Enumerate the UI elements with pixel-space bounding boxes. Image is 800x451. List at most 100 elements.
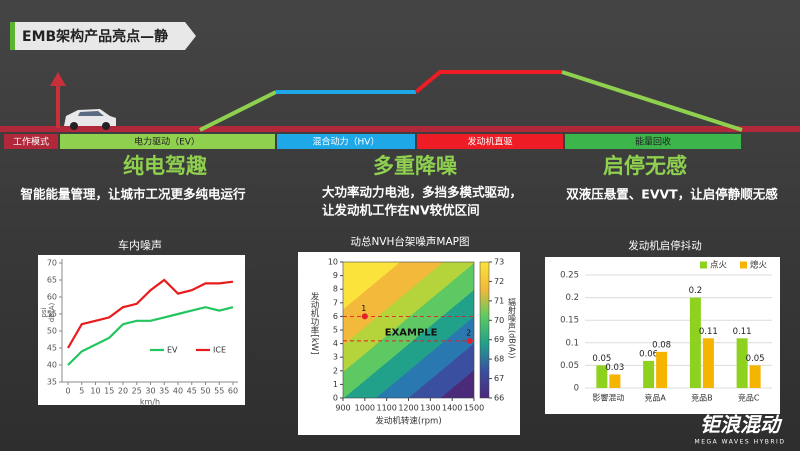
highlight-text: 智能能量管理，让城市工况更多纯电运行: [19, 187, 246, 202]
y-tick-label: 35: [47, 378, 57, 387]
value-label: 0.11: [699, 327, 718, 337]
highlight-heading: 多重降噪: [373, 154, 458, 178]
y-tick-label: 4: [333, 339, 338, 348]
x-tick-label: 1500: [464, 404, 484, 413]
x-tick-label: 1000: [355, 404, 375, 413]
value-label: 0.08: [652, 340, 671, 350]
colorbar-label: 辐射噪声(dB(A)): [508, 297, 517, 358]
mode-box: [277, 134, 415, 149]
value-label: 0.06: [639, 349, 658, 359]
y-tick-label: 45: [47, 344, 57, 353]
x-tick-label: 1100: [376, 404, 396, 413]
colorbar-tick-label: 66: [494, 394, 504, 403]
bar: [596, 365, 608, 388]
panel: [38, 255, 245, 405]
chart-title: 发动机启停抖动: [628, 239, 702, 252]
y-tick-label: 10: [328, 258, 338, 267]
point: [361, 313, 368, 320]
value-label: 0.05: [746, 354, 765, 364]
car: [64, 109, 116, 130]
x-tick-label: 1400: [442, 404, 462, 413]
highlight-text: 大功率动力电池，多挡多模式驱动，: [322, 185, 522, 200]
mode-label: 工作模式: [13, 136, 49, 148]
value-label: 0.2: [689, 286, 703, 296]
colorbar-tick-label: 69: [494, 335, 504, 344]
mode-text: 混合动力（HV）: [313, 136, 380, 148]
highlight-heading: 启停无感: [603, 154, 687, 178]
value-label: 0.05: [592, 354, 611, 364]
mode-label-box: [4, 134, 58, 149]
title-accent: [10, 22, 15, 50]
x-tick-label: 0: [65, 387, 70, 396]
y-tick-label: 1: [333, 380, 338, 389]
legend-swatch: [700, 261, 707, 269]
y-tick-label: 8: [333, 285, 338, 294]
x-tick-label: 25: [132, 387, 142, 396]
x-tick-label: 55: [214, 387, 224, 396]
x-tick-label: 1200: [398, 404, 418, 413]
x-tick-label: 20: [118, 387, 128, 396]
chart-title: 动总NVH台架噪声MAP图: [350, 235, 469, 248]
highlight-text: 双液压悬置、EVVT，让启停静顺无感: [565, 187, 778, 202]
y-tick-label: 0.05: [560, 361, 579, 371]
y-tick-label: 0.15: [560, 316, 579, 326]
point-label: 1: [361, 304, 366, 313]
colorbar-tick-label: 68: [494, 355, 504, 364]
x-tick-label: 40: [173, 387, 183, 396]
colorbar-tick-label: 67: [494, 374, 504, 383]
arrow-head: [50, 72, 66, 86]
y-tick-label: 0: [574, 384, 579, 394]
x-tick-label: 30: [145, 387, 155, 396]
mode-box: [60, 134, 275, 149]
x-axis-label: 发动机转速(rpm): [375, 416, 441, 427]
x-tick-label: 45: [187, 387, 197, 396]
x-tick-label: 5: [79, 387, 84, 396]
highlight-text: 让发动机工作在NV较优区间: [322, 203, 480, 218]
y-axis-label: 发动机功率[kW]: [309, 291, 319, 354]
colorbar-tick-label: 73: [494, 258, 504, 267]
x-tick-label: 竞品C: [738, 393, 760, 403]
chart-title: 车内噪声: [118, 238, 162, 252]
mode-box: [565, 134, 741, 149]
map-field: [342, 261, 475, 399]
profile-engine: [414, 70, 562, 94]
logo-tagline: MEGA WAVES HYBRID: [695, 439, 786, 446]
bar: [736, 338, 748, 388]
mode-text: 电力驱动（EV）: [134, 136, 200, 148]
y-tick-label: 9: [333, 271, 338, 280]
y-tick-label: 0.25: [560, 271, 579, 281]
bar: [749, 365, 761, 388]
y-tick-label: 3: [333, 353, 338, 362]
colorbar-tick-label: 70: [494, 316, 504, 325]
y-tick-label: 0.2: [565, 293, 579, 303]
profile-regen: [561, 70, 743, 132]
legend-label: EV: [167, 346, 178, 355]
y-tick-label: 0: [333, 394, 338, 403]
x-tick-label: 竞品B: [691, 393, 713, 403]
y-tick-label: 60: [47, 293, 57, 302]
legend-swatch: [740, 261, 747, 269]
colorbar-tick-label: 72: [494, 277, 504, 286]
y-tick-label: 6: [333, 312, 338, 321]
x-tick-label: 10: [90, 387, 100, 396]
x-axis-label: km/h: [140, 398, 160, 407]
highlight-heading: 纯电驾趣: [123, 154, 208, 178]
series-line: [67, 278, 234, 349]
x-tick-label: 50: [200, 387, 210, 396]
y-tick-label: 7: [333, 298, 338, 307]
mode-box: [417, 134, 563, 149]
value-label: 0.03: [605, 363, 624, 373]
y-tick-label: 55: [47, 310, 57, 319]
annotation: EXAMPLE: [385, 328, 438, 339]
y-axis-label: dB(A): [48, 302, 56, 322]
x-tick-label: 1300: [420, 404, 440, 413]
bar: [689, 297, 701, 388]
timeline: [0, 126, 800, 132]
x-tick-label: 60: [228, 387, 238, 396]
bar: [656, 351, 668, 388]
legend-label: ICE: [213, 346, 226, 355]
colorbar: [479, 261, 490, 399]
bar: [609, 374, 621, 388]
series-line: [67, 306, 234, 366]
